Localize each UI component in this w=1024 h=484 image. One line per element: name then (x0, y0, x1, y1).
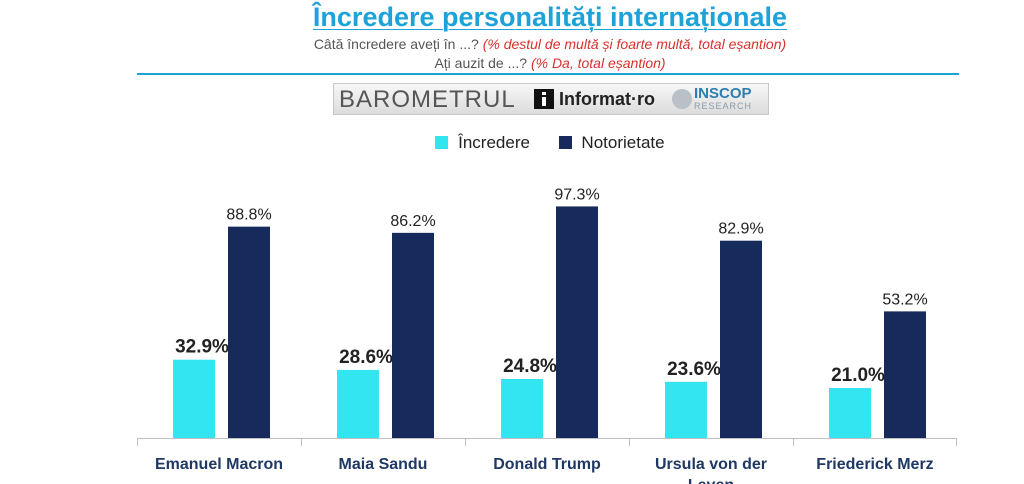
category-label-friederick-merz: Friederick Merz (816, 456, 933, 473)
bar-ncredere-maia-sandu (337, 369, 379, 438)
bar-ncredere-ursula-von-der-leyen (665, 381, 707, 438)
legend-swatch-awareness (558, 136, 572, 149)
bar-notorietate-friederick-merz (884, 311, 926, 438)
bar-ncredere-emanuel-macron (173, 359, 215, 438)
data-label-notorietate-ursula-von-der-leyen: 82.9% (718, 221, 763, 238)
brand-banner: BAROMETRUL Informat·ro INSCOP RESEARCH (333, 83, 769, 115)
data-label-ncredere-friederick-merz: 21.0% (831, 365, 885, 386)
bar-notorietate-ursula-von-der-leyen (720, 240, 762, 438)
chart-legend: Încredere Notorietate (0, 133, 1024, 153)
subtitle-trust-question: Câtă încredere aveți în ...? (313, 36, 479, 52)
category-label-emanuel-macron: Emanuel Macron (155, 456, 283, 473)
bar-notorietate-donald-trump (556, 206, 598, 438)
bar-ncredere-friederick-merz (829, 388, 871, 438)
data-label-notorietate-emanuel-macron: 88.8% (226, 207, 271, 224)
data-label-ncredere-emanuel-macron: 32.9% (175, 337, 229, 358)
data-label-notorietate-friederick-merz: 53.2% (882, 291, 927, 308)
subtitle-awareness-question: Ați auzit de ...? (434, 55, 528, 71)
data-label-notorietate-maia-sandu: 86.2% (390, 213, 435, 230)
subtitle-trust: Câtă încredere aveți în ...? (% destul d… (0, 36, 1024, 52)
data-label-ncredere-maia-sandu: 28.6% (339, 347, 393, 368)
legend-swatch-trust (435, 136, 449, 149)
category-label-maia-sandu: Maia Sandu (339, 456, 428, 473)
legend-label-trust: Încredere (458, 133, 530, 152)
data-label-notorietate-donald-trump: 97.3% (554, 186, 599, 203)
chart-title: Încredere personalități internaționale (312, 2, 788, 32)
data-label-ncredere-ursula-von-der-leyen: 23.6% (667, 359, 721, 380)
subtitle-awareness: Ați auzit de ...? (% Da, total eșantion) (0, 55, 1024, 71)
data-label-ncredere-donald-trump: 24.8% (503, 356, 557, 377)
bar-ncredere-donald-trump (501, 378, 543, 438)
legend-item-trust: Încredere (435, 133, 530, 153)
inscop-logo-icon (672, 89, 692, 109)
bar-notorietate-maia-sandu (392, 232, 434, 438)
subtitle-trust-note: (% destul de multă și foarte multă, tota… (482, 36, 787, 52)
legend-label-awareness: Notorietate (581, 133, 665, 152)
barometrul-logo: BAROMETRUL (339, 86, 516, 113)
informat-logo-icon (534, 89, 554, 109)
category-label-ursula-von-der-leyen: Ursula von derLeyen (655, 456, 767, 484)
header-divider (137, 73, 959, 75)
inscop-logo: INSCOP (694, 85, 752, 102)
bar-notorietate-emanuel-macron (228, 226, 270, 438)
category-label-donald-trump: Donald Trump (493, 456, 601, 473)
legend-item-awareness: Notorietate (558, 133, 665, 153)
informat-logo: Informat·ro (559, 89, 655, 109)
inscop-research-label: RESEARCH (694, 101, 753, 111)
subtitle-awareness-note: (% Da, total eșantion) (530, 55, 666, 71)
